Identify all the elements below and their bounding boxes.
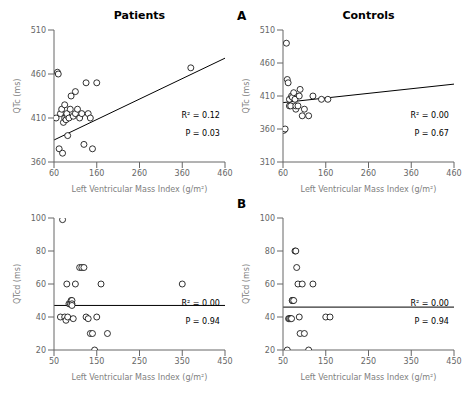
svg-text:510: 510 [260, 26, 275, 35]
svg-text:410: 410 [31, 114, 46, 123]
html-text:P = 0.94: P = 0.94 [414, 317, 449, 327]
svg-text:460: 460 [217, 169, 232, 178]
svg-text:60: 60 [278, 169, 288, 178]
html-text:A: A [237, 9, 247, 23]
svg-text:20: 20 [36, 346, 46, 355]
svg-text:510: 510 [31, 26, 46, 35]
svg-text:60: 60 [265, 280, 275, 289]
svg-text:150: 150 [318, 357, 333, 366]
html-text:R² = 0.00: R² = 0.00 [410, 298, 449, 308]
html-text:P = 0.67: P = 0.67 [414, 129, 449, 139]
svg-text:Left Ventricular Mass Index (g: Left Ventricular Mass Index (g/m²) [301, 373, 437, 382]
svg-text:460: 460 [260, 59, 275, 68]
html-text:P = 0.03: P = 0.03 [185, 129, 220, 139]
svg-text:20: 20 [265, 346, 275, 355]
svg-text:350: 350 [175, 357, 190, 366]
html-text:B: B [237, 197, 247, 211]
svg-text:260: 260 [132, 169, 147, 178]
svg-text:450: 450 [217, 357, 232, 366]
svg-text:50: 50 [278, 357, 288, 366]
svg-text:40: 40 [265, 313, 275, 322]
svg-text:410: 410 [260, 92, 275, 101]
html-text:R² = 0.00: R² = 0.00 [181, 298, 220, 308]
svg-text:460: 460 [446, 169, 461, 178]
svg-text:QTc (ms): QTc (ms) [242, 79, 251, 114]
svg-text:360: 360 [404, 169, 419, 178]
svg-text:100: 100 [260, 214, 275, 223]
svg-text:360: 360 [175, 169, 190, 178]
html-text:R² = 0.00: R² = 0.00 [410, 110, 449, 120]
svg-text:100: 100 [31, 214, 46, 223]
svg-text:40: 40 [36, 313, 46, 322]
svg-text:310: 310 [260, 158, 275, 167]
svg-text:160: 160 [89, 169, 104, 178]
svg-text:360: 360 [260, 125, 275, 134]
svg-text:360: 360 [31, 158, 46, 167]
svg-text:50: 50 [49, 357, 59, 366]
svg-text:QTc (ms): QTc (ms) [13, 79, 22, 114]
html-text:Controls: Controls [342, 9, 395, 22]
svg-text:260: 260 [361, 169, 376, 178]
svg-text:QTcd (ms): QTcd (ms) [242, 264, 251, 304]
svg-text:450: 450 [446, 357, 461, 366]
svg-text:150: 150 [89, 357, 104, 366]
svg-text:160: 160 [318, 169, 333, 178]
svg-text:80: 80 [36, 247, 46, 256]
svg-text:250: 250 [361, 357, 376, 366]
html-text:Patients: Patients [113, 9, 166, 22]
html-text:P = 0.94: P = 0.94 [185, 317, 220, 327]
svg-text:350: 350 [404, 357, 419, 366]
svg-text:460: 460 [31, 70, 46, 79]
svg-text:Left Ventricular Mass Index (g: Left Ventricular Mass Index (g/m²) [72, 185, 208, 194]
svg-text:60: 60 [36, 280, 46, 289]
svg-text:QTcd (ms): QTcd (ms) [13, 264, 22, 304]
svg-text:Left Ventricular Mass Index (g: Left Ventricular Mass Index (g/m²) [301, 185, 437, 194]
html-text:R² = 0.12: R² = 0.12 [181, 110, 220, 120]
svg-text:250: 250 [132, 357, 147, 366]
svg-text:80: 80 [265, 247, 275, 256]
svg-text:Left Ventricular Mass Index (g: Left Ventricular Mass Index (g/m²) [72, 373, 208, 382]
svg-text:60: 60 [49, 169, 59, 178]
